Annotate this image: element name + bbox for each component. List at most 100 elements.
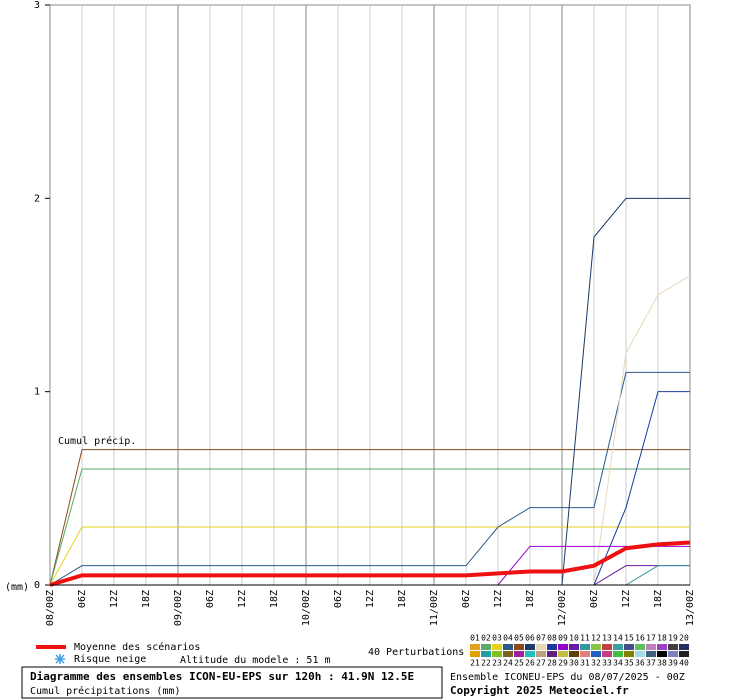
annotation: Cumul précip. [58,435,136,447]
perturbation-number: 09 [558,634,568,643]
x-tick-label: 18Z [269,590,280,608]
perturbation-number: 26 [525,659,535,668]
perturbation-number: 08 [547,634,557,643]
perturbation-swatch [492,644,502,650]
x-tick-label: 12Z [493,590,504,608]
member-line [49,371,690,586]
title-box [21,666,443,699]
perturbation-swatch [635,644,645,650]
snow-icon [55,654,65,664]
perturbation-number: 16 [635,634,645,643]
perturbation-number: 21 [470,659,480,668]
perturbation-number: 14 [613,634,623,643]
perturbation-number: 30 [569,659,579,668]
perturbation-swatch [547,644,557,650]
snow-legend: Risque neige [74,654,146,665]
perturbation-swatch [591,651,601,657]
perturbation-number: 35 [624,659,634,668]
x-tick-label: 12/00Z [557,590,568,626]
perturbation-number: 17 [646,634,656,643]
perturbation-swatch [646,651,656,657]
perturbation-number: 25 [514,659,524,668]
perturbation-number: 01 [470,634,480,643]
mean-legend: Moyenne des scénarios [74,641,200,653]
perturbation-number: 18 [657,634,667,643]
perturbation-number: 22 [481,659,491,668]
perturbation-swatch [525,651,535,657]
perturbation-number: 29 [558,659,568,668]
perturbation-swatch [492,651,502,657]
copyright: Copyright 2025 Meteociel.fr [450,684,629,697]
x-tick-label: 06Z [589,590,600,608]
perturbation-swatch [536,644,546,650]
perturbation-swatch [547,651,557,657]
perturbation-number: 27 [536,659,546,668]
perturbation-swatch [591,644,601,650]
perturbation-number: 31 [580,659,590,668]
x-tick-label: 12Z [237,590,248,608]
subtitle: Cumul précipitations (mm) [30,685,181,697]
member-line [49,449,690,586]
perturbation-number: 36 [635,659,645,668]
perturbation-swatch [503,651,513,657]
x-tick-label: 06Z [205,590,216,608]
x-tick-label: 12Z [365,590,376,608]
perturbation-swatch [558,651,568,657]
perturbation-number: 03 [492,634,502,643]
perturbation-number: 04 [503,634,513,643]
perturbation-number: 13 [602,634,612,643]
perturbation-swatch [580,651,590,657]
perturbation-swatch [569,644,579,650]
perturbation-swatch [624,644,634,650]
x-tick-label: 12Z [109,590,120,608]
perturbation-number: 20 [679,634,689,643]
perturbation-swatch [635,651,645,657]
perturbation-swatch [668,651,678,657]
member-line [49,526,690,586]
y-tick-label: 1 [34,387,40,398]
perturbation-number: 28 [547,659,557,668]
perturbation-number: 33 [602,659,612,668]
y-tick-label: 0 [34,580,40,591]
perturbation-swatch [613,644,623,650]
perturbation-swatch [514,651,524,657]
x-tick-label: 06Z [461,590,472,608]
perturbation-swatch [668,644,678,650]
perturbation-swatch [558,644,568,650]
x-tick-label: 09/00Z [173,590,184,626]
perturbation-swatch [569,651,579,657]
perturbation-swatch [602,651,612,657]
x-tick-label: 11/00Z [429,590,440,626]
perturbation-swatch [470,651,480,657]
perturbation-swatch [679,644,689,650]
y-tick-label: 3 [34,0,40,11]
x-tick-label: 18Z [141,590,152,608]
y-label: (mm) [5,582,29,593]
perturbations-label: 40 Perturbations [368,647,464,658]
altitude: Altitude du modele : 51 m [180,655,331,666]
perturbation-number: 38 [657,659,667,668]
perturbation-swatch [657,644,667,650]
perturbation-number: 34 [613,659,623,668]
perturbation-swatch [525,644,535,650]
x-tick-label: 06Z [333,590,344,608]
perturbation-swatch [470,644,480,650]
perturbation-number: 24 [503,659,513,668]
member-line [49,468,690,586]
perturbation-number: 37 [646,659,656,668]
perturbation-number: 40 [679,659,689,668]
perturbation-number: 15 [624,634,634,643]
perturbation-swatch [580,644,590,650]
perturbation-number: 07 [536,634,546,643]
perturbation-number: 10 [569,634,579,643]
perturbation-number: 02 [481,634,491,643]
x-tick-label: 08/00Z [45,590,56,626]
x-tick-label: 10/00Z [301,590,312,626]
mean-line [49,540,691,587]
run-info: Ensemble ICONEU-EPS du 08/07/2025 - 00Z [450,672,685,683]
perturbation-number: 11 [580,634,590,643]
perturbation-swatch [481,651,491,657]
perturbation-swatch [602,644,612,650]
